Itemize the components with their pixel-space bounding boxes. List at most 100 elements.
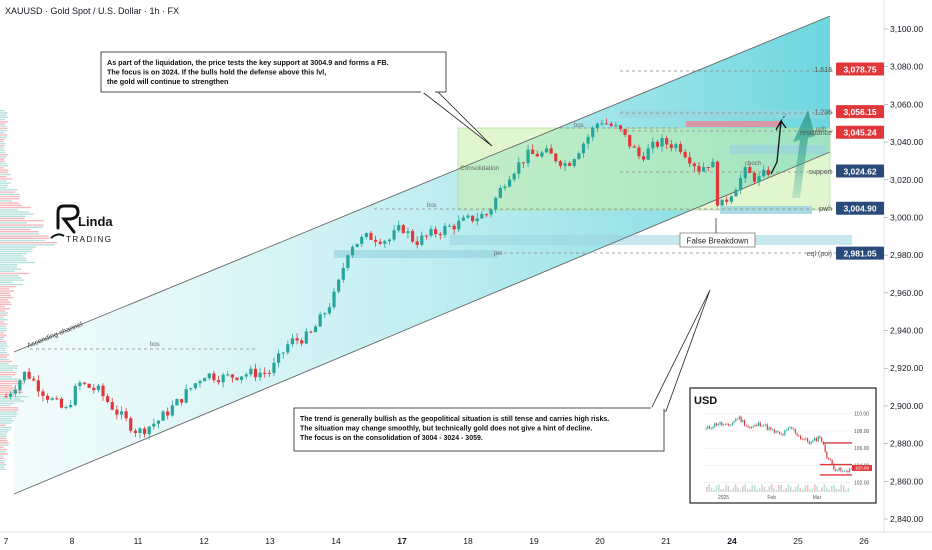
volume-profile-bar — [0, 110, 5, 112]
inset-candle — [800, 435, 802, 439]
volume-profile-bar — [0, 305, 5, 308]
volume-profile-bar — [0, 125, 7, 127]
candle-body — [212, 373, 216, 381]
volume-profile-bar — [0, 222, 27, 224]
price-marker-badge — [836, 246, 884, 260]
time-axis[interactable]: 7 8 11 12 13 14 17 18 19 20 21 24 25 26 — [4, 536, 869, 546]
candle-body — [471, 215, 475, 222]
x-tick-label: 21 — [661, 536, 671, 546]
candle-body — [64, 407, 68, 409]
candle-body — [175, 399, 179, 406]
inset-candle — [812, 440, 814, 443]
volume-profile-bar — [0, 189, 18, 191]
inset-candle — [745, 425, 747, 427]
volume-profile-bar — [0, 140, 4, 143]
inset-price-badge — [852, 464, 872, 471]
inset-candle — [831, 459, 833, 465]
volume-profile-bar — [0, 268, 22, 270]
candle-body — [614, 125, 618, 127]
volume-profile-bar — [0, 228, 31, 231]
x-tick-label: 18 — [463, 536, 473, 546]
volume-profile-bar — [0, 367, 18, 369]
candle-body — [87, 383, 91, 388]
candle-body — [327, 307, 331, 314]
volume-profile-bar — [0, 382, 25, 385]
volume-profile-bar — [0, 371, 17, 374]
inset-candle — [843, 470, 846, 472]
inset-volume-bar — [754, 485, 756, 492]
volume-profile-bar — [0, 442, 9, 444]
candle-body — [253, 368, 258, 378]
price-marker-label: 1.236 — [814, 110, 832, 117]
inset-candle — [785, 429, 788, 431]
price-marker-label: eql (poi) — [807, 251, 832, 258]
inset-volume-bar — [814, 484, 816, 492]
y-tick-label: 3,040.00 — [890, 137, 923, 147]
inset-candle — [845, 470, 847, 472]
inset-volume-bar — [758, 487, 761, 492]
inset-candle — [743, 420, 746, 426]
inset-volume-bar — [708, 484, 710, 492]
poi-label: poi — [494, 251, 502, 257]
inset-volume-bar — [746, 488, 749, 492]
inset-volume-bar — [826, 487, 828, 492]
candle-body — [263, 372, 267, 374]
y-tick-label: 2,860.00 — [890, 476, 923, 486]
candle-body — [374, 239, 378, 242]
candle-body — [240, 376, 244, 380]
inset-candle — [808, 441, 810, 444]
volume-profile-bar — [0, 356, 8, 358]
inset-volume-bar — [842, 485, 845, 492]
candles — [4, 118, 770, 440]
candle-body — [101, 385, 105, 397]
top-callout-tail — [418, 89, 493, 147]
candle-body — [36, 380, 40, 392]
volume-profile-bar — [0, 325, 6, 327]
volume-profile-bar — [0, 264, 18, 266]
inset-candle — [798, 435, 800, 437]
y-tick-label: 2,960.00 — [890, 288, 923, 298]
inset-volume-bar — [845, 489, 847, 492]
y-tick-label: 3,060.00 — [890, 99, 923, 109]
x-tick-label: 8 — [70, 536, 75, 546]
inset-volume-bar — [809, 489, 811, 492]
candle-body — [27, 371, 31, 379]
candle-body — [55, 398, 59, 400]
volume-profile-bar — [0, 235, 49, 237]
candle-body — [184, 389, 188, 403]
volume-profile-bar — [0, 448, 8, 451]
logo-text-sub: TRADING — [66, 235, 113, 244]
volume-profile-bar — [0, 393, 14, 396]
inset-candle — [724, 423, 726, 425]
volume-profile-bar — [0, 455, 4, 457]
volume-profile-bar — [0, 389, 23, 391]
price-marker-value: 3,045.24 — [843, 128, 876, 138]
volume-profile-bar — [0, 169, 9, 171]
price-axis[interactable]: 3,100.00 3,080.00 3,060.00 3,040.00 3,020.00… — [884, 24, 923, 524]
volume-profile-bar — [0, 233, 40, 235]
candle-body — [507, 179, 512, 187]
candle-body — [734, 190, 738, 197]
candle-body — [166, 411, 170, 416]
inset-candle — [829, 459, 831, 460]
candle-body — [683, 151, 687, 158]
candle-body — [494, 197, 498, 210]
inset-candle — [791, 427, 793, 429]
candle-body — [92, 387, 96, 391]
bullish-projection-arrow — [792, 110, 815, 198]
price-markers: 3,078.75 1.618 3,056.15 1.236 3,045.24 resist… — [800, 62, 884, 260]
volume-profile-bar — [0, 299, 9, 301]
inset-candle — [714, 423, 716, 427]
inset-volume-bar — [732, 487, 734, 492]
candle-body — [207, 373, 211, 379]
volume-profile-bar — [0, 288, 10, 290]
volume-profile-bar — [0, 323, 8, 325]
candle-body — [4, 396, 8, 398]
inset-volume-bar — [713, 489, 715, 492]
candle-body — [600, 123, 604, 125]
volume-profile — [0, 110, 58, 470]
candle-body — [69, 405, 73, 408]
volume-profile-bar — [0, 246, 37, 248]
volume-profile-bar — [0, 440, 8, 442]
